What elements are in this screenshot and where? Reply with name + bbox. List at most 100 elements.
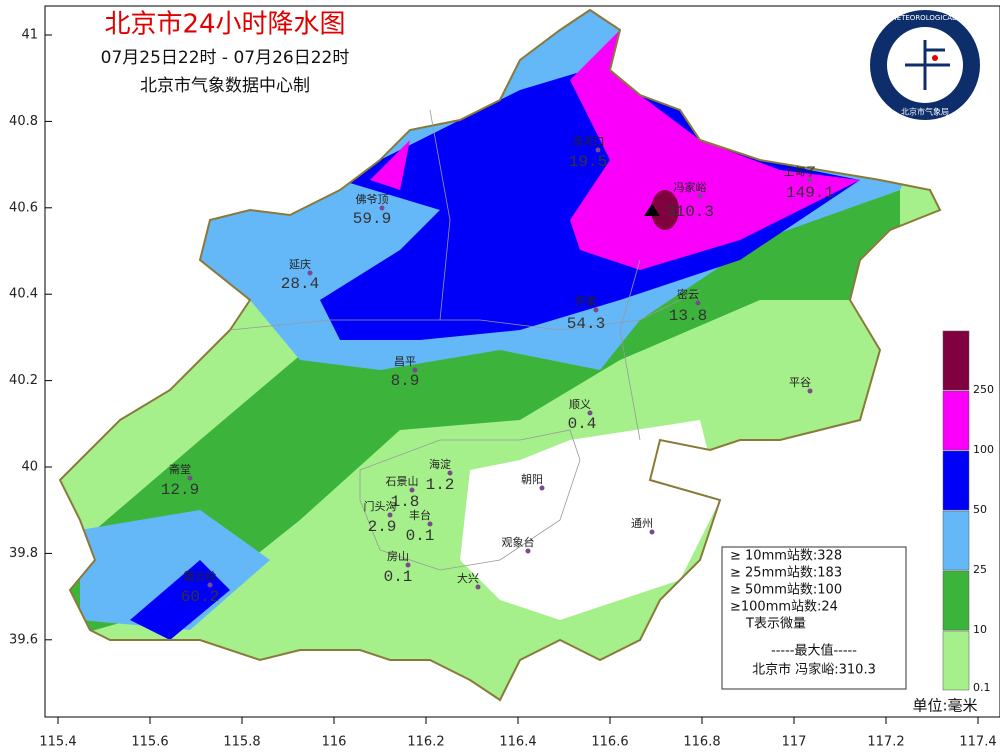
station-dot	[307, 270, 313, 276]
station-value: 19.5	[569, 153, 607, 171]
station-dot	[525, 548, 531, 554]
logo-chinese: 北京市气象局	[901, 107, 949, 117]
legend-swatch	[942, 630, 970, 691]
station-name: 石景山	[386, 475, 419, 488]
station-name: 门头沟	[364, 499, 397, 513]
lat-tick-label: 39.8	[9, 546, 38, 561]
lat-tick-label: 40.8	[9, 114, 38, 129]
stats-line: ≥ 10mm站数:328	[730, 549, 842, 564]
district-borders	[229, 109, 701, 571]
lon-tick-label: 117.4	[959, 735, 996, 750]
station-value: 59.9	[353, 210, 391, 228]
station-dot	[807, 177, 813, 183]
station-dot	[405, 562, 411, 568]
station-dot	[539, 485, 545, 491]
lat-tick-label: 40	[21, 460, 38, 475]
station-name: 斋堂	[169, 462, 191, 476]
station-dot	[587, 410, 593, 416]
station-name: 海淀	[429, 457, 451, 471]
title: 北京市24小时降水图	[104, 10, 345, 40]
station-dot	[427, 521, 433, 527]
station-name: 怀柔	[575, 295, 597, 308]
station-dot	[379, 205, 385, 211]
station-dot	[649, 529, 655, 535]
station-name: 顺义	[569, 398, 591, 411]
frame	[44, 5, 1000, 718]
station-value: 149.1	[786, 184, 834, 202]
station-dot	[697, 193, 703, 199]
station-name: 密云	[677, 287, 699, 301]
max-marker	[644, 204, 660, 216]
lon-tick-label: 117.2	[867, 735, 904, 750]
legend-swatch	[942, 390, 970, 451]
station-value: 0.1	[384, 568, 413, 586]
station-value: 2.9	[368, 518, 397, 536]
station-name: 平谷	[789, 376, 811, 389]
station-name: 上甸子	[784, 165, 817, 178]
station-value: 12.9	[161, 481, 199, 499]
lon-tick-label: 117	[782, 735, 807, 750]
station-name: 延庆	[289, 257, 311, 271]
stats-line: ≥100mm站数:24	[730, 600, 838, 615]
station-value: 310.3	[666, 203, 714, 221]
station-dot	[412, 367, 418, 373]
station-name: 昌平	[394, 355, 416, 368]
station-dot	[595, 147, 601, 153]
legend-swatch	[942, 510, 970, 571]
station-name: 通州	[631, 517, 653, 530]
stats-line: T表示微量	[745, 617, 806, 632]
unit-label: 单位:毫米	[912, 697, 977, 715]
legend-swatch	[942, 570, 970, 631]
station-name: 朝阳	[521, 473, 543, 486]
station-value: 28.4	[281, 275, 319, 293]
station-dot	[207, 582, 213, 588]
lon-tick-label: 115.4	[39, 735, 76, 750]
lon-tick-label: 116.8	[683, 735, 720, 750]
lat-tick-label: 40.2	[9, 373, 38, 388]
legend-label: 25	[973, 563, 987, 576]
legend-label: 50	[973, 503, 987, 516]
lon-tick-label: 115.6	[131, 735, 168, 750]
station-dot	[695, 300, 701, 306]
station-dot	[409, 487, 415, 493]
stats-max-line: 北京市 冯家峪:310.3	[752, 662, 876, 678]
station-name: 霞云岭	[184, 569, 217, 583]
station-name: 冯家峪	[674, 180, 707, 194]
station-name: 大兴	[457, 571, 479, 585]
station-dot	[807, 388, 813, 394]
logo: BEIJING METEOROLOGICAL SERVICE 北京市气象局	[862, 10, 988, 120]
lon-tick-label: 116	[322, 735, 347, 750]
station-value: 0.1	[406, 527, 435, 545]
legend-swatch	[942, 450, 970, 511]
station-name: 房山	[387, 550, 409, 563]
station-dot	[593, 307, 599, 313]
station-value: 0.4	[568, 415, 597, 433]
lat-tick-label: 40.6	[9, 200, 38, 215]
legend-label: 250	[973, 383, 994, 396]
stats-box	[721, 546, 907, 690]
station-name: 汤河口	[572, 134, 605, 148]
stats-line: ≥ 50mm站数:100	[730, 583, 842, 598]
lon-tick-label: 116.4	[499, 735, 536, 750]
legend-label: 100	[973, 443, 994, 456]
station-dot	[387, 512, 393, 518]
station-dot	[475, 584, 481, 590]
lat-tick-label: 39.6	[9, 632, 38, 647]
station-name: 丰台	[409, 508, 431, 522]
legend-label: 10	[973, 623, 987, 636]
lat-tick-label: 41	[21, 28, 38, 43]
stats-max-title: -----最大值-----	[771, 643, 857, 659]
logo-english: BEIJING METEOROLOGICAL SERVICE	[862, 14, 987, 22]
lon-tick-label: 116.2	[407, 735, 444, 750]
stats-line: ≥ 25mm站数:183	[730, 566, 842, 581]
station-value: 54.3	[567, 315, 605, 333]
lon-tick-label: 116.6	[591, 735, 628, 750]
station-name: 佛爷顶	[356, 192, 389, 206]
station-name: 观象台	[502, 535, 535, 549]
lon-tick-label: 115.8	[223, 735, 260, 750]
legend-label: 0.1	[973, 681, 991, 694]
station-value: 1.2	[426, 476, 455, 494]
station-value: 1.8	[391, 493, 420, 511]
producer: 北京市气象数据中心制	[140, 76, 310, 96]
